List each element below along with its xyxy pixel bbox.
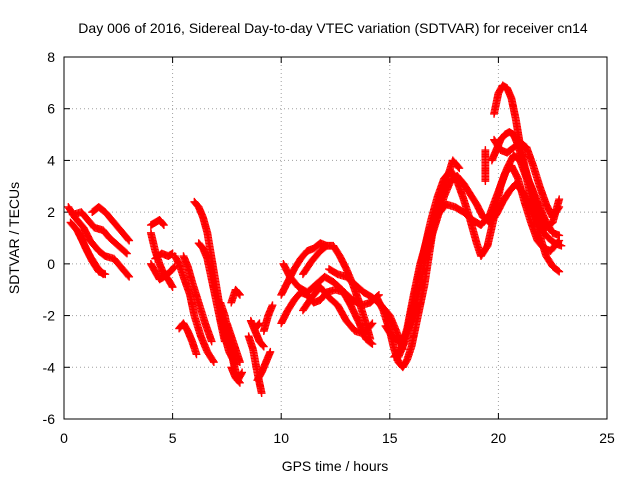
series-arc-36 <box>490 135 564 222</box>
series-arc-16 <box>223 319 244 367</box>
data-point <box>236 378 244 387</box>
data-point <box>123 249 131 258</box>
series-arc-17 <box>227 285 244 307</box>
data-point <box>255 319 264 328</box>
x-tick-labels: 0 5 10 15 20 25 <box>60 430 615 446</box>
data-point <box>209 356 217 365</box>
data-point <box>266 347 275 356</box>
data-point <box>554 204 563 213</box>
data-point <box>268 301 277 310</box>
series-arc-03 <box>68 208 131 258</box>
data-point <box>259 341 267 350</box>
data-point <box>259 342 268 351</box>
x-tick-label: 0 <box>60 430 68 446</box>
data-point <box>455 164 464 173</box>
data-point <box>367 320 376 329</box>
data-point <box>236 358 244 367</box>
y-tick-label: 2 <box>47 204 55 220</box>
data-point <box>555 267 564 276</box>
data-point <box>257 389 266 398</box>
data-point <box>125 272 134 281</box>
series-arc-28 <box>299 283 377 338</box>
series-arc-04 <box>88 203 134 245</box>
data-point <box>368 319 377 328</box>
data-point <box>555 231 564 240</box>
series-arc-23 <box>251 319 264 333</box>
grid-lines <box>64 57 607 419</box>
series-arc-27 <box>299 241 331 279</box>
y-tick-label: -2 <box>43 308 56 324</box>
series-arc-11 <box>175 319 201 359</box>
plot-frame <box>63 56 608 420</box>
data-point <box>160 221 168 229</box>
data-point <box>321 242 330 251</box>
data-point <box>101 270 110 279</box>
chart-title: Day 006 of 2016, Sidereal Day-to-day VTE… <box>78 20 588 36</box>
y-tick-label: 0 <box>47 256 55 272</box>
series-arc-05 <box>75 228 110 279</box>
data-point <box>238 368 247 377</box>
series-arc-37 <box>481 146 490 186</box>
y-tick-label: -6 <box>43 411 56 427</box>
y-tick-label: 6 <box>47 101 55 117</box>
y-tick-label: -4 <box>43 359 56 375</box>
data-point <box>554 237 563 246</box>
series-arc-33 <box>390 161 564 361</box>
data-point <box>124 271 133 280</box>
data-point <box>236 290 244 299</box>
data-point <box>554 266 563 275</box>
y-tick-label: 4 <box>47 152 55 168</box>
series-arc-22 <box>259 301 277 335</box>
data-point <box>481 146 490 154</box>
x-tick-label: 5 <box>169 430 177 446</box>
data-point <box>124 235 133 244</box>
data-point <box>235 377 243 386</box>
series-arc-18 <box>227 363 244 387</box>
axis-ticks <box>63 56 608 420</box>
series-arc-09 <box>151 249 177 263</box>
x-tick-label: 10 <box>273 430 289 446</box>
series-arc-26 <box>279 259 377 348</box>
x-tick-label: 15 <box>382 430 398 446</box>
y-tick-label: 8 <box>47 49 55 65</box>
data-point <box>454 163 463 171</box>
y-tick-labels: -6 -4 -2 0 2 4 6 8 <box>43 49 56 427</box>
data-point <box>555 195 564 204</box>
data-point <box>122 248 130 257</box>
series-arc-10 <box>170 252 218 367</box>
data-point <box>125 236 134 245</box>
data-point <box>254 320 263 329</box>
data-point <box>322 241 331 250</box>
data-point <box>235 289 243 298</box>
data-point <box>367 339 376 348</box>
data-point <box>168 283 177 292</box>
series-arc-06 <box>146 216 168 229</box>
y-axis-label: SDTVAR / TECUs <box>6 182 22 294</box>
series-arc-01 <box>64 203 134 281</box>
data-point <box>368 340 377 348</box>
series-arc-08 <box>146 259 179 284</box>
data-point <box>167 281 176 290</box>
series-arc-21 <box>253 347 275 385</box>
data-point <box>555 203 564 211</box>
data-point <box>159 220 167 228</box>
series-arc-12 <box>179 252 216 346</box>
x-tick-label: 20 <box>491 430 507 446</box>
data-point <box>209 358 218 367</box>
x-tick-label: 25 <box>599 430 615 446</box>
data-points <box>64 81 566 398</box>
data-point <box>237 369 246 378</box>
x-axis-label: GPS time / hours <box>282 458 389 474</box>
data-point <box>170 263 178 272</box>
data-point <box>192 350 201 359</box>
data-point <box>207 337 216 346</box>
